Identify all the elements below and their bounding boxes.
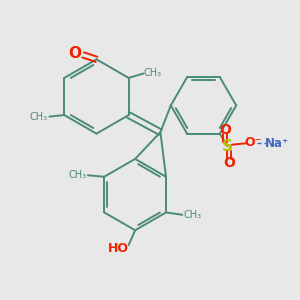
Text: CH₃: CH₃ <box>30 112 48 122</box>
Text: O: O <box>223 156 235 170</box>
Text: S: S <box>222 139 233 154</box>
Text: O⁻: O⁻ <box>244 136 261 149</box>
Text: O: O <box>68 46 81 61</box>
Text: HO: HO <box>108 242 129 255</box>
Text: CH₃: CH₃ <box>144 68 162 78</box>
Text: CH₃: CH₃ <box>184 210 202 220</box>
Text: Na⁺: Na⁺ <box>265 137 289 150</box>
Text: O: O <box>219 123 231 137</box>
Text: CH₃: CH₃ <box>68 170 87 180</box>
